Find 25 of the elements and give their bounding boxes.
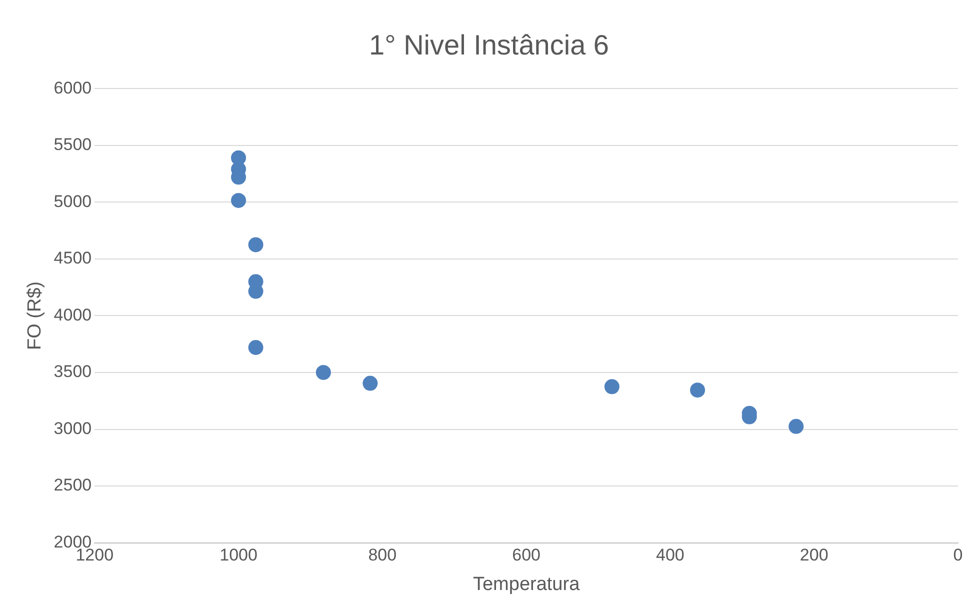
x-tick-label: 1000 (220, 546, 258, 565)
point (231, 192, 246, 208)
x-tick-label: 200 (800, 546, 828, 565)
point (788, 418, 804, 434)
x-tick-label: 600 (512, 546, 540, 565)
x-axis-title: Temperatura (472, 574, 580, 595)
y-tick-label: 6000 (54, 78, 92, 98)
x-tick-label: 400 (656, 546, 684, 565)
y-tick-label: 3500 (54, 362, 92, 382)
y-tick-label: 5000 (54, 192, 92, 211)
x-tick-label: 800 (368, 546, 397, 565)
point (248, 237, 264, 252)
y-tick-label: 4000 (54, 305, 92, 324)
y-tick-label: 5500 (54, 135, 92, 154)
point (362, 376, 378, 391)
point (604, 379, 620, 394)
point (248, 340, 264, 355)
point (316, 364, 331, 380)
y-tick-label: 2500 (54, 476, 92, 495)
y-tick-label: 4500 (54, 248, 92, 268)
point (690, 382, 706, 398)
x-tick-label: 0 (953, 546, 963, 565)
chart-title: 1° Nivel Instância 6 (369, 30, 609, 61)
y-axis-title: FO (R$) (24, 281, 46, 350)
y-tick-label: 3000 (54, 418, 92, 438)
